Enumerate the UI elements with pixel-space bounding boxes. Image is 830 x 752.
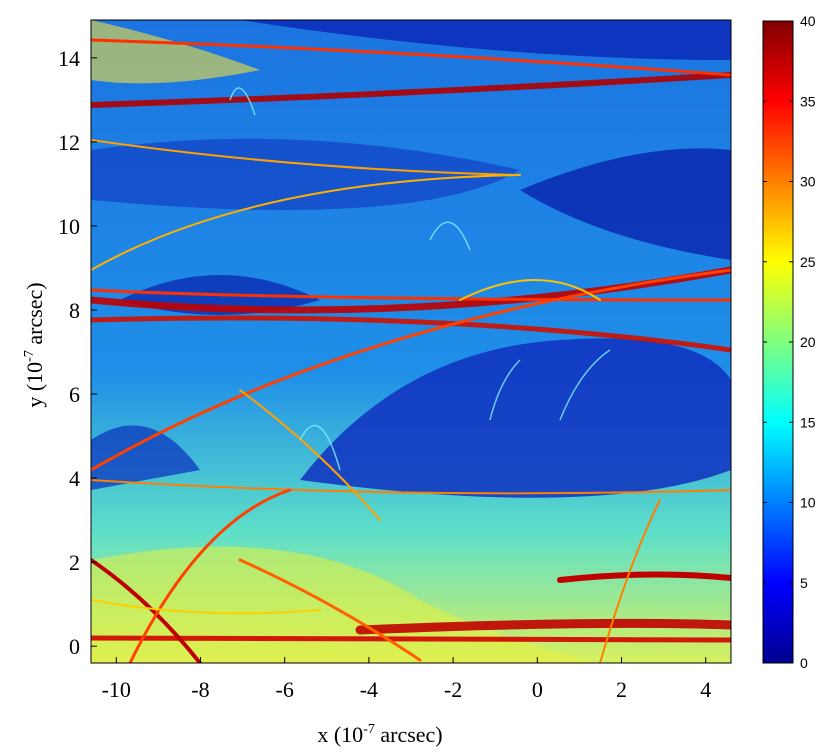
x-axis: -10 -8 -6 -4 -2 0 2 4 xyxy=(102,657,711,702)
colorbar-tick-label: 0 xyxy=(800,655,808,671)
colorbar-tick-label: 20 xyxy=(800,334,816,350)
x-tick-label: -2 xyxy=(444,677,462,702)
low-magnification-region xyxy=(520,148,731,260)
y-tick-label: 6 xyxy=(69,382,80,407)
colorbar-tick-label: 25 xyxy=(800,254,816,270)
colorbar-tick-label: 5 xyxy=(800,575,808,591)
y-tick-label: 14 xyxy=(58,46,80,71)
x-tick-label: 2 xyxy=(616,677,627,702)
x-tick-label: -6 xyxy=(276,677,294,702)
x-tick-label: 4 xyxy=(700,677,711,702)
y-tick-label: 4 xyxy=(69,466,80,491)
colorbar-ticks: 0 5 10 15 20 25 30 35 40 xyxy=(763,13,816,671)
y-tick-label: 2 xyxy=(69,550,80,575)
plot-frame xyxy=(90,19,732,664)
y-tick-label: 8 xyxy=(69,298,80,323)
cusp-curves xyxy=(229,87,611,471)
low-magnification-region xyxy=(91,425,200,490)
y-tick-label: 0 xyxy=(69,634,80,659)
heatmap-plot-area xyxy=(91,20,731,663)
high-magnification-region xyxy=(91,546,600,663)
colorbar-tick-label: 30 xyxy=(800,174,816,190)
colorbar-tick-label: 35 xyxy=(800,93,816,109)
y-tick-label: 12 xyxy=(58,130,80,155)
colorbar xyxy=(762,20,794,664)
y-axis: 0 2 4 6 8 10 12 14 xyxy=(58,46,97,659)
colorbar-tick-label: 10 xyxy=(800,495,816,511)
low-magnification-region xyxy=(300,338,731,498)
low-magnification-region xyxy=(91,138,520,210)
y-axis-title: y (10-7 arcsec) xyxy=(22,282,47,407)
caustic-lines xyxy=(91,38,731,663)
y-tick-label: 10 xyxy=(58,214,80,239)
x-tick-label: -8 xyxy=(191,677,209,702)
x-tick-label: -10 xyxy=(102,677,131,702)
colorbar-tick-label: 15 xyxy=(800,414,816,430)
colorbar-tick-label: 40 xyxy=(800,13,816,29)
x-tick-label: -4 xyxy=(360,677,378,702)
x-axis-title: x (10-7 arcsec) xyxy=(317,722,442,747)
x-tick-label: 0 xyxy=(532,677,543,702)
low-magnification-region xyxy=(240,20,731,60)
high-magnification-region xyxy=(91,20,260,84)
